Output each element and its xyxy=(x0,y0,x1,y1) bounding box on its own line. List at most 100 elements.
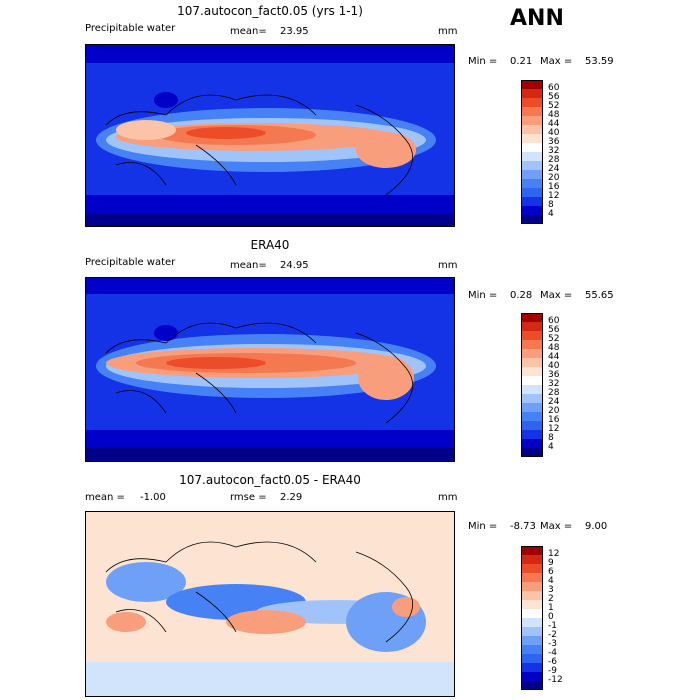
colorbar-cell xyxy=(521,143,543,152)
max-value: 53.59 xyxy=(585,56,614,67)
colorbar-cell xyxy=(521,188,543,197)
colorbar-cell xyxy=(521,627,543,636)
colorbar-cell xyxy=(521,367,543,376)
colorbar-cell xyxy=(521,313,543,322)
colorbar-tick-label: 8 xyxy=(548,200,554,210)
max-label: Max = xyxy=(540,56,573,67)
colorbar-cell xyxy=(521,448,543,457)
variable-label: Precipitable water xyxy=(85,23,176,34)
colorbar-tick-label: 44 xyxy=(548,352,560,362)
colorbar-tick-label: 36 xyxy=(548,137,560,147)
mean-label: mean= xyxy=(230,260,267,271)
colorbar-tick-label: 12 xyxy=(548,549,560,559)
variable-label: Precipitable water xyxy=(85,257,176,268)
colorbar-labels: 12 9 6 4 3 2 1 0 -1 -2 -3 -4 -6 -9 -12 xyxy=(548,550,563,685)
units-label: mm xyxy=(438,26,458,37)
colorbar-tick-label: 60 xyxy=(548,83,560,93)
colorbar-tick-label: 52 xyxy=(548,101,560,111)
colorbar-tick-label: 48 xyxy=(548,343,560,353)
colorbar-tick-label: 24 xyxy=(548,164,560,174)
max-value: 55.65 xyxy=(585,290,614,301)
difference-map-svg xyxy=(86,512,454,696)
colorbar-cell xyxy=(521,89,543,98)
rmse-value: 2.29 xyxy=(280,492,303,503)
colorbar-tick-label: 36 xyxy=(548,370,560,380)
colorbar-cell xyxy=(521,107,543,116)
colorbar-tick-label: 12 xyxy=(548,424,560,434)
colorbar-tick-label: 0 xyxy=(548,612,554,622)
panel-title: ERA40 xyxy=(250,238,290,252)
colorbar-tick-label: 12 xyxy=(548,191,560,201)
colorbar-cell xyxy=(521,215,543,224)
colorbar-tick-label: 28 xyxy=(548,155,560,165)
colorbar-tick-label: 1 xyxy=(548,603,554,613)
colorbar-tick-label: -9 xyxy=(548,666,557,676)
colorbar-tick-label: -4 xyxy=(548,648,557,658)
max-value: 9.00 xyxy=(585,521,608,532)
colorbar-tick-label: 3 xyxy=(548,585,554,595)
colorbar-tick-label: -1 xyxy=(548,621,557,631)
colorbar-tick-label: 60 xyxy=(548,316,560,326)
season-label: ANN xyxy=(510,6,564,31)
min-label: Min = xyxy=(468,521,498,532)
colorbar-cell xyxy=(521,116,543,125)
panel-title: 107.autocon_fact0.05 - ERA40 xyxy=(179,473,361,487)
colorbar-cell xyxy=(521,179,543,188)
colorbar-tick-label: 28 xyxy=(548,388,560,398)
colorbar-tick-label: -12 xyxy=(548,675,563,685)
mean-label: mean= xyxy=(230,26,267,37)
colorbar-tick-label: 4 xyxy=(548,209,554,219)
colorbar-cell xyxy=(521,349,543,358)
map-difference xyxy=(85,511,455,697)
colorbar-tick-label: 4 xyxy=(548,442,554,452)
colorbar-tick-label: 24 xyxy=(548,397,560,407)
colorbar-tick-label: 56 xyxy=(548,325,560,335)
colorbar-cell xyxy=(521,421,543,430)
panel-title: 107.autocon_fact0.05 (yrs 1-1) xyxy=(177,4,363,18)
colorbar-cell xyxy=(521,600,543,609)
colorbar-cell xyxy=(521,376,543,385)
colorbar-cell xyxy=(521,134,543,143)
colorbar-cell xyxy=(521,609,543,618)
colorbar-cell xyxy=(521,80,543,89)
units-label: mm xyxy=(438,260,458,271)
colorbar-tick-label: -6 xyxy=(548,657,557,667)
colorbar-tick-label: 32 xyxy=(548,146,560,156)
min-label: Min = xyxy=(468,290,498,301)
units-label: mm xyxy=(438,492,458,503)
colorbar-tick-label: 8 xyxy=(548,433,554,443)
colorbar-tick-label: 40 xyxy=(548,361,560,371)
colorbar-tick-label: 32 xyxy=(548,379,560,389)
colorbar-tick-label: 16 xyxy=(548,415,560,425)
colorbar-tick-label: 48 xyxy=(548,110,560,120)
rmse-label: rmse = xyxy=(230,492,267,503)
map-era40 xyxy=(85,277,455,462)
colorbar-cell xyxy=(521,618,543,627)
colorbar-cell xyxy=(521,125,543,134)
colorbar xyxy=(521,80,543,224)
colorbar-cell xyxy=(521,322,543,331)
colorbar-cell xyxy=(521,358,543,367)
colorbar-cell xyxy=(521,412,543,421)
colorbar-tick-label: 9 xyxy=(548,558,554,568)
min-label: Min = xyxy=(468,56,498,67)
colorbar-cell xyxy=(521,654,543,663)
colorbar-labels: 60 56 52 48 44 40 36 32 28 24 20 16 12 8 4 xyxy=(548,84,559,219)
colorbar-cell xyxy=(521,555,543,564)
map-model xyxy=(85,44,455,227)
mean-value: -1.00 xyxy=(140,492,166,503)
colorbar-cell xyxy=(521,663,543,672)
colorbar-cell xyxy=(521,197,543,206)
mean-value: 24.95 xyxy=(280,260,309,271)
colorbar-tick-label: 40 xyxy=(548,128,560,138)
colorbar-tick-label: 6 xyxy=(548,567,554,577)
mean-value: 23.95 xyxy=(280,26,309,37)
colorbar-cell xyxy=(521,430,543,439)
colorbar-cell xyxy=(521,672,543,681)
colorbar-tick-label: 44 xyxy=(548,119,560,129)
colorbar-cell xyxy=(521,591,543,600)
colorbar-cell xyxy=(521,394,543,403)
colorbar-cell xyxy=(521,152,543,161)
max-label: Max = xyxy=(540,290,573,301)
colorbar-tick-label: -2 xyxy=(548,630,557,640)
